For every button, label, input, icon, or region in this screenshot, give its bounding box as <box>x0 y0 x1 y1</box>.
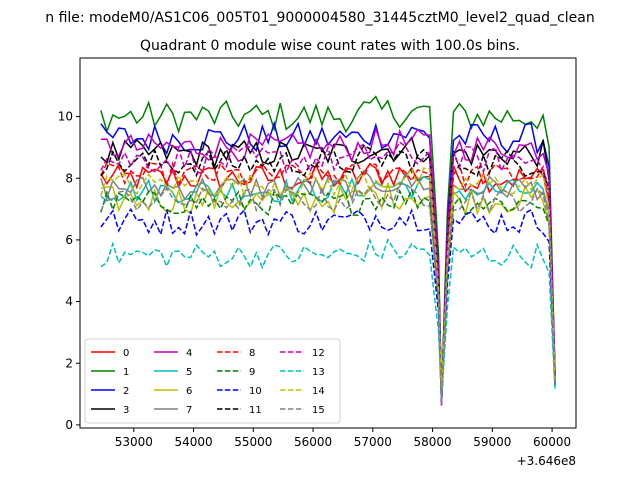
legend-label-11: 11 <box>249 405 262 416</box>
series-line-12 <box>100 141 556 406</box>
series-layer <box>100 95 556 406</box>
x-tick-label: 58000 <box>413 435 451 449</box>
y-tick-label: 2 <box>65 356 73 370</box>
legend-label-9: 9 <box>249 367 255 378</box>
legend-label-13: 13 <box>312 367 325 378</box>
legend-label-5: 5 <box>186 367 192 378</box>
series-line-3 <box>100 136 556 395</box>
y-tick-label: 6 <box>65 233 73 247</box>
plot-area: 53000 54000 55000 56000 57000 58000 59000 60000… <box>58 57 577 468</box>
x-tick-label: 54000 <box>174 435 212 449</box>
legend-label-12: 12 <box>312 348 325 359</box>
x-offset-label: +3.646e8 <box>517 454 576 468</box>
series-line-4 <box>100 126 556 401</box>
x-tick-label: 57000 <box>354 435 392 449</box>
series-line-15 <box>100 183 556 406</box>
figure-suptitle: n file: modeM0/AS1C06_005T01_9000004580_… <box>45 10 594 26</box>
y-tick-label: 8 <box>65 171 73 185</box>
chart-title: Quadrant 0 module wise count rates with … <box>140 38 520 54</box>
series-line-2 <box>100 120 556 400</box>
legend-label-8: 8 <box>249 348 255 359</box>
series-line-6 <box>100 182 556 398</box>
legend-label-14: 14 <box>312 386 325 397</box>
y-tick-label: 10 <box>58 110 73 124</box>
series-line-10 <box>100 207 556 406</box>
series-line-1 <box>100 95 556 399</box>
series-line-14 <box>100 167 556 393</box>
legend-label-6: 6 <box>186 386 192 397</box>
x-tick-label: 55000 <box>234 435 272 449</box>
y-tick-label: 4 <box>65 295 73 309</box>
x-tick-label: 60000 <box>533 435 571 449</box>
legend-label-15: 15 <box>312 405 325 416</box>
legend-label-0: 0 <box>123 348 129 359</box>
legend-label-3: 3 <box>123 405 129 416</box>
legend-label-2: 2 <box>123 386 129 397</box>
legend-label-7: 7 <box>186 405 192 416</box>
axes-frame <box>79 57 577 429</box>
x-tick-label: 56000 <box>294 435 332 449</box>
series-line-11 <box>100 144 556 400</box>
y-axis: 0 2 4 6 8 10 <box>58 110 80 432</box>
legend-label-10: 10 <box>249 386 262 397</box>
legend-label-1: 1 <box>123 367 129 378</box>
x-axis: 53000 54000 55000 56000 57000 58000 59000 60000 <box>115 428 571 449</box>
y-tick-label: 0 <box>65 418 73 432</box>
legend-label-4: 4 <box>186 348 192 359</box>
series-line-13 <box>100 237 556 399</box>
legend-box <box>84 338 341 424</box>
series-line-8 <box>100 160 556 404</box>
x-tick-label: 53000 <box>115 435 153 449</box>
series-line-7 <box>100 169 556 397</box>
x-tick-label: 59000 <box>473 435 511 449</box>
